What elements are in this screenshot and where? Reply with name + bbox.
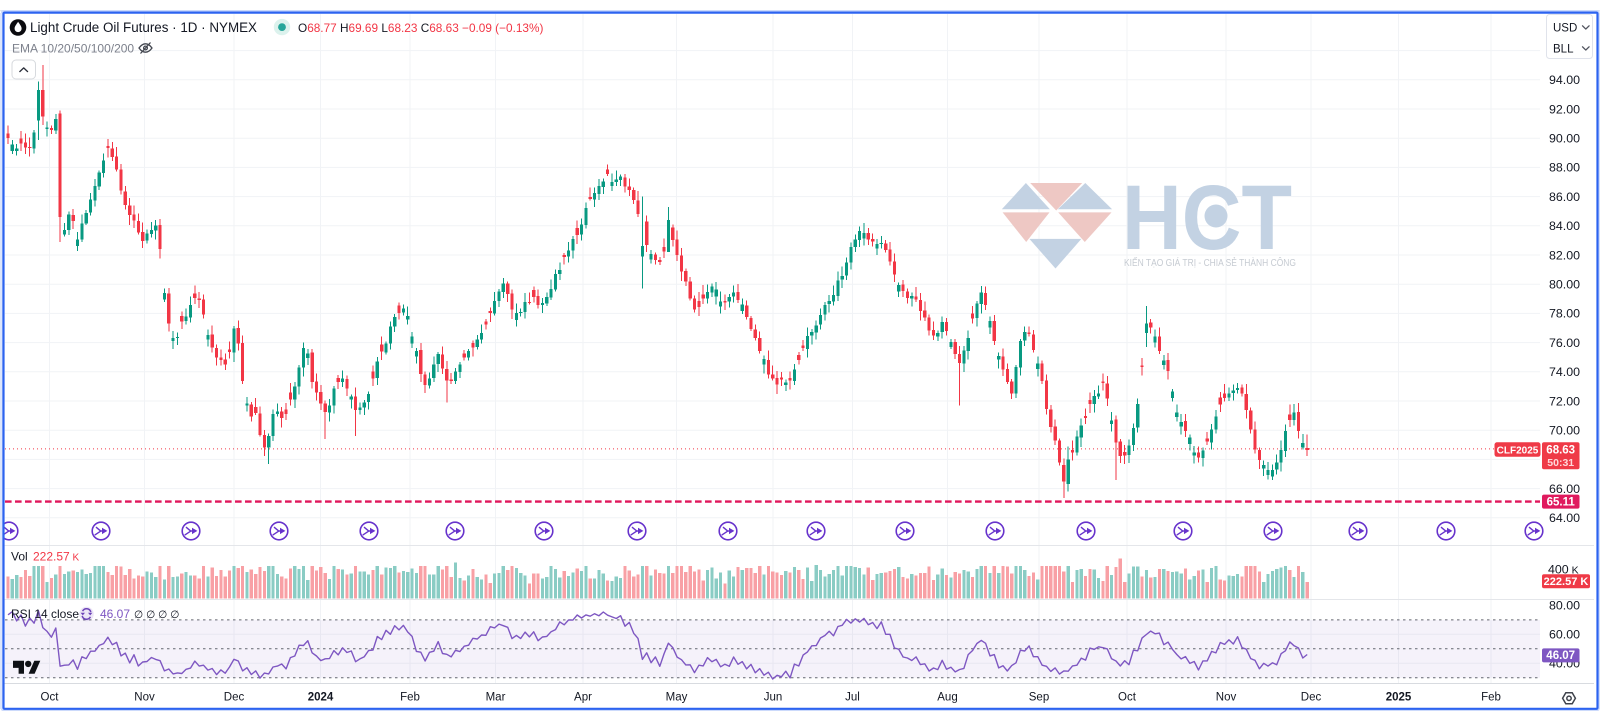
svg-text:78.00: 78.00: [1549, 307, 1580, 321]
svg-text:RSI 14 close: RSI 14 close: [11, 607, 79, 621]
svg-text:2025: 2025: [1386, 692, 1412, 704]
svg-text:Light Crude Oil Futures · 1D ·: Light Crude Oil Futures · 1D · NYMEX: [30, 20, 257, 35]
svg-text:Apr: Apr: [574, 692, 592, 704]
svg-text:Dec: Dec: [1301, 692, 1322, 704]
svg-text:82.00: 82.00: [1549, 248, 1580, 262]
svg-text:EMA 10/20/50/100/200: EMA 10/20/50/100/200: [12, 42, 134, 56]
svg-text:64.00: 64.00: [1549, 511, 1580, 525]
svg-text:Jun: Jun: [764, 692, 783, 704]
svg-text:Mar: Mar: [486, 692, 506, 704]
svg-text:Oct: Oct: [41, 692, 60, 704]
svg-text:80.00: 80.00: [1549, 278, 1580, 292]
svg-text:May: May: [666, 692, 688, 704]
svg-text:KIẾN TẠO GIÁ TRỊ - CHIA SẺ THÀ: KIẾN TẠO GIÁ TRỊ - CHIA SẺ THÀNH CÔNG: [1124, 256, 1296, 269]
svg-text:Aug: Aug: [937, 692, 957, 704]
svg-text:80.00: 80.00: [1549, 599, 1580, 613]
svg-text:92.00: 92.00: [1549, 102, 1580, 116]
svg-text:Dec: Dec: [224, 692, 245, 704]
svg-text:90.00: 90.00: [1549, 132, 1580, 146]
svg-text:70.00: 70.00: [1549, 424, 1580, 438]
svg-text:74.00: 74.00: [1549, 365, 1580, 379]
svg-text:46.07: 46.07: [100, 607, 130, 621]
svg-text:USD: USD: [1553, 23, 1577, 35]
svg-text:66.00: 66.00: [1549, 482, 1580, 496]
svg-text:84.00: 84.00: [1549, 219, 1580, 233]
svg-text:86.00: 86.00: [1549, 190, 1580, 204]
svg-text:400 K: 400 K: [1548, 562, 1579, 576]
svg-text:Feb: Feb: [400, 692, 420, 704]
svg-text:BLL: BLL: [1553, 44, 1574, 56]
svg-text:Sep: Sep: [1029, 692, 1049, 704]
svg-text:88.00: 88.00: [1549, 161, 1580, 175]
svg-text:46.07: 46.07: [1546, 650, 1575, 662]
svg-text:94.00: 94.00: [1549, 73, 1580, 87]
svg-text:2024: 2024: [308, 692, 334, 704]
svg-text:O68.77 H69.69 L68.23 C68.63 −0: O68.77 H69.69 L68.23 C68.63 −0.09 (−0.13…: [298, 21, 543, 35]
svg-text:72.00: 72.00: [1549, 394, 1580, 408]
svg-text:∅ ∅ ∅ ∅: ∅ ∅ ∅ ∅: [134, 609, 179, 621]
svg-text:222.57 K: 222.57 K: [1544, 576, 1589, 588]
svg-text:Vol: Vol: [11, 550, 28, 564]
svg-text:76.00: 76.00: [1549, 336, 1580, 350]
svg-text:222.57 K: 222.57 K: [33, 550, 79, 564]
svg-text:68.63: 68.63: [1546, 445, 1575, 457]
svg-text:50:31: 50:31: [1547, 457, 1574, 469]
svg-text:Nov: Nov: [134, 692, 155, 704]
svg-text:Nov: Nov: [1216, 692, 1237, 704]
svg-text:Feb: Feb: [1481, 692, 1501, 704]
svg-text:60.00: 60.00: [1549, 628, 1580, 642]
svg-text:Oct: Oct: [1118, 692, 1137, 704]
svg-text:65.11: 65.11: [1547, 496, 1576, 508]
svg-text:CLF2025: CLF2025: [1497, 445, 1539, 456]
svg-text:Jul: Jul: [845, 692, 860, 704]
